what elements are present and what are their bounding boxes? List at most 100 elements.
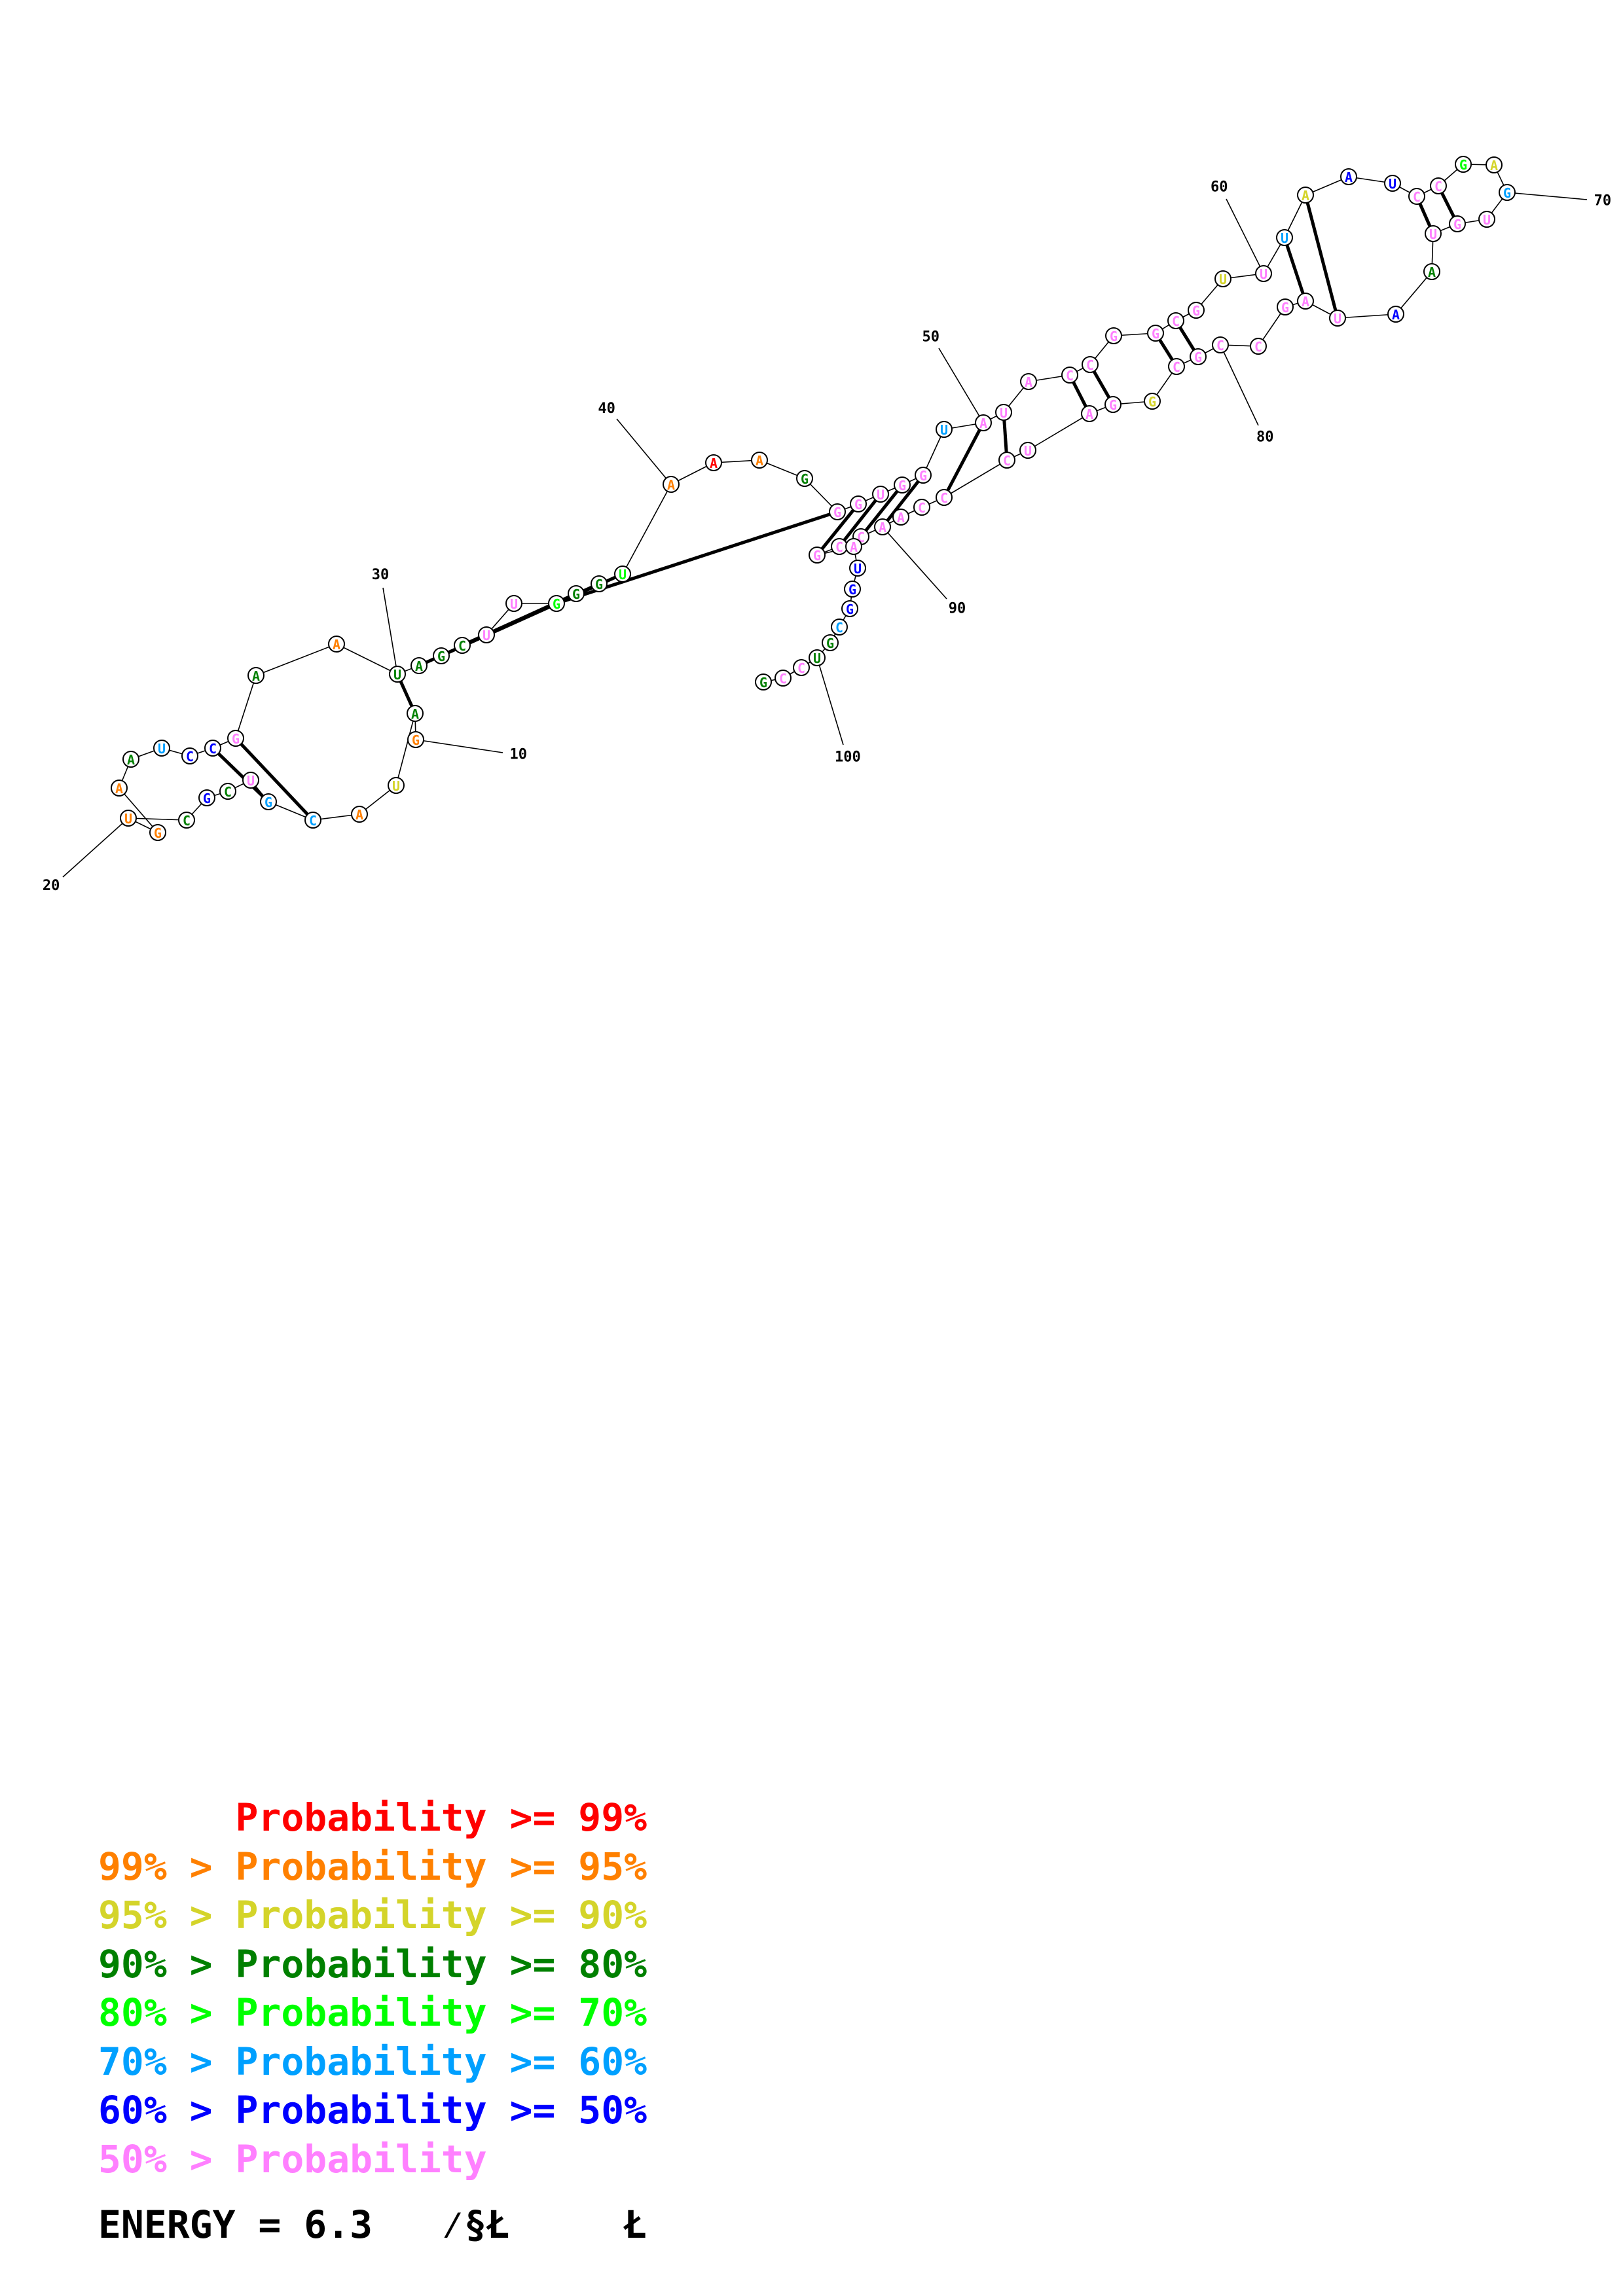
nucleotide: A [663,476,680,493]
nucleotide-circle [892,509,909,526]
nucleotide-base: G [154,825,162,841]
nucleotide-base: G [1148,394,1156,410]
position-labels: 10 20 30 40 50 60 70 80 90 100 [43,179,1611,894]
legend-text: Probability >= 80% [235,1941,647,1986]
base-pair-line [942,422,985,499]
nucleotide-circle [1212,336,1229,353]
nucleotide: U [1425,225,1442,242]
nucleotide-base: A [1025,374,1032,390]
nucleotide: U [1255,265,1272,282]
position-label: 20 [43,878,60,894]
nucleotide: A [328,636,345,653]
backbone-segment [255,643,337,676]
nucleotide-base: A [897,510,905,526]
nucleotide-base: U [619,567,627,583]
nucleotide-circle [822,634,839,651]
nucleotide-circle [751,452,768,469]
nucleotide-circle [1486,156,1503,173]
legend-text: Probability >= 70% [235,1990,647,2035]
nucleotide: C [204,740,221,757]
nucleotide-base: A [411,706,419,722]
nucleotide-circle [845,538,862,555]
nucleotide-base: G [553,596,560,612]
nucleotide: C [936,489,953,506]
legend-text: Probability >= 90% [235,1893,647,1937]
position-tick [882,526,947,600]
nucleotide: C [831,538,848,555]
backbone-segment [235,675,257,739]
legend-prefix: 70% > [98,2039,236,2084]
nucleotide-base: C [1172,314,1180,329]
nucleotide-circle [1019,442,1036,459]
nucleotide-base: C [1003,453,1011,469]
nucleotide: U [505,595,522,612]
nucleotide-circle [410,657,428,674]
nucleotide: G [1144,393,1161,410]
nucleotide: C [1408,188,1425,205]
nucleotide-base: G [595,577,603,592]
nucleotide: C [219,783,236,800]
nucleotide: A [1423,263,1440,280]
nucleotide: A [111,780,128,797]
nucleotide-base: G [232,731,240,747]
nucleotide: G [1147,325,1164,342]
nucleotide-circle [407,705,424,722]
nucleotide-circle [1340,168,1357,185]
nucleotide-circle [1081,405,1098,422]
base-pair-line [1304,194,1340,319]
nucleotide-base: A [115,781,123,797]
nucleotide-base: U [1219,272,1227,287]
nucleotide: G [1449,215,1466,232]
nucleotide-circle [775,670,792,687]
nucleotide-circle [198,789,215,806]
nucleotide-circle [1144,393,1161,410]
nucleotide-circle [936,489,953,506]
nucleotide-base: C [835,620,843,636]
legend-row: 95% > Probability >= 90% [98,1891,647,1940]
nucleotide-circle [975,414,992,431]
nucleotide: U [1384,175,1401,192]
nucleotide-base: A [710,456,718,471]
nucleotide-base: A [1085,406,1093,422]
nucleotide: G [1277,298,1294,315]
base-pair-lines [211,185,1459,821]
nucleotide-circle [1255,265,1272,282]
nucleotide-circle [1104,396,1122,413]
nucleotide: U [872,486,889,503]
nucleotide-base: U [393,667,401,683]
nucleotide: U [1214,270,1231,287]
nucleotide-base: A [756,453,763,469]
nucleotide: A [1297,187,1314,204]
nucleotide-circle [1250,338,1267,355]
nucleotide-circle [433,647,450,664]
nucleotide: G [260,793,277,810]
nucleotide: G [829,503,846,520]
nucleotide-base: G [846,601,854,617]
nucleotide: A [247,667,264,684]
position-label: 60 [1211,179,1228,196]
nucleotide-base: A [1345,170,1353,185]
position-label: 70 [1594,192,1612,209]
nucleotide-base: C [209,741,217,757]
nucleotide-circle [247,667,264,684]
nucleotide: G [1105,327,1122,344]
nucleotide-circle [1478,211,1495,228]
nucleotide: G [227,730,244,747]
nucleotide-base: G [1152,326,1159,342]
backbone-segment [1395,271,1432,315]
nucleotide: G [844,581,861,598]
legend-prefix [98,1795,236,1840]
position-ticks [62,192,1588,878]
backbone-segment [395,713,416,786]
nucleotide: C [1082,356,1099,373]
position-label: 90 [949,600,966,617]
nucleotide: U [388,777,405,794]
nucleotide-base: U [392,778,400,794]
nucleotide-base: C [940,490,948,506]
legend-text: Probability >= 99% [235,1795,647,1840]
nucleotide-base: U [124,811,132,827]
nucleotide-base: G [1453,217,1461,232]
nucleotide-circle [242,772,259,789]
nucleotide-circle [1168,358,1185,375]
nucleotide: C [1168,358,1185,375]
